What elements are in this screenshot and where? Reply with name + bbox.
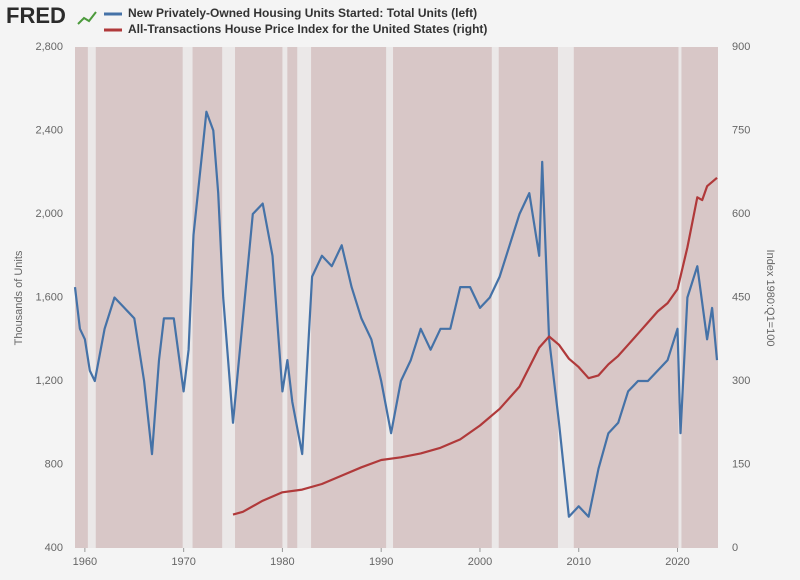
y-tick-label: 800	[45, 458, 63, 470]
y-tick-label: 2,000	[35, 208, 63, 220]
y-axis-title: Thousands of Units	[13, 250, 25, 345]
logo-icon	[77, 11, 97, 25]
recession-band	[182, 47, 193, 548]
x-tick-label: 2010	[566, 556, 590, 568]
logo: FRED	[6, 3, 66, 28]
series-line	[73, 110, 719, 518]
legend-label: All-Transactions House Price Index for t…	[128, 22, 487, 36]
legend-label: New Privately-Owned Housing Units Starte…	[128, 6, 477, 20]
x-tick-label: 2000	[468, 556, 492, 568]
recession-band	[87, 47, 96, 548]
recession-band	[678, 47, 682, 548]
y2-tick-label: 0	[732, 542, 738, 554]
y-tick-label: 400	[45, 542, 63, 554]
recession-band	[222, 47, 236, 548]
x-tick-label: 1970	[171, 556, 195, 568]
plot-area	[75, 47, 718, 548]
x-tick-label: 2020	[665, 556, 689, 568]
y-tick-label: 1,600	[35, 291, 63, 303]
recession-band	[282, 47, 288, 548]
x-tick-label: 1980	[270, 556, 294, 568]
y2-axis-title: Index 1980:Q1=100	[764, 250, 776, 347]
y2-tick-label: 600	[732, 208, 750, 220]
recession-band	[297, 47, 312, 548]
recession-band	[557, 47, 574, 548]
y2-tick-label: 450	[732, 291, 750, 303]
y2-tick-label: 900	[732, 41, 750, 53]
recession-band	[386, 47, 394, 548]
y-tick-label: 1,200	[35, 375, 63, 387]
series-line	[232, 176, 718, 516]
x-tick-label: 1960	[73, 556, 97, 568]
y-tick-label: 2,400	[35, 124, 63, 136]
y2-tick-label: 150	[732, 458, 750, 470]
y2-tick-label: 300	[732, 375, 750, 387]
y2-tick-label: 750	[732, 124, 750, 136]
y-tick-label: 2,800	[35, 41, 63, 53]
x-tick-label: 1990	[369, 556, 393, 568]
recession-band	[491, 47, 499, 548]
